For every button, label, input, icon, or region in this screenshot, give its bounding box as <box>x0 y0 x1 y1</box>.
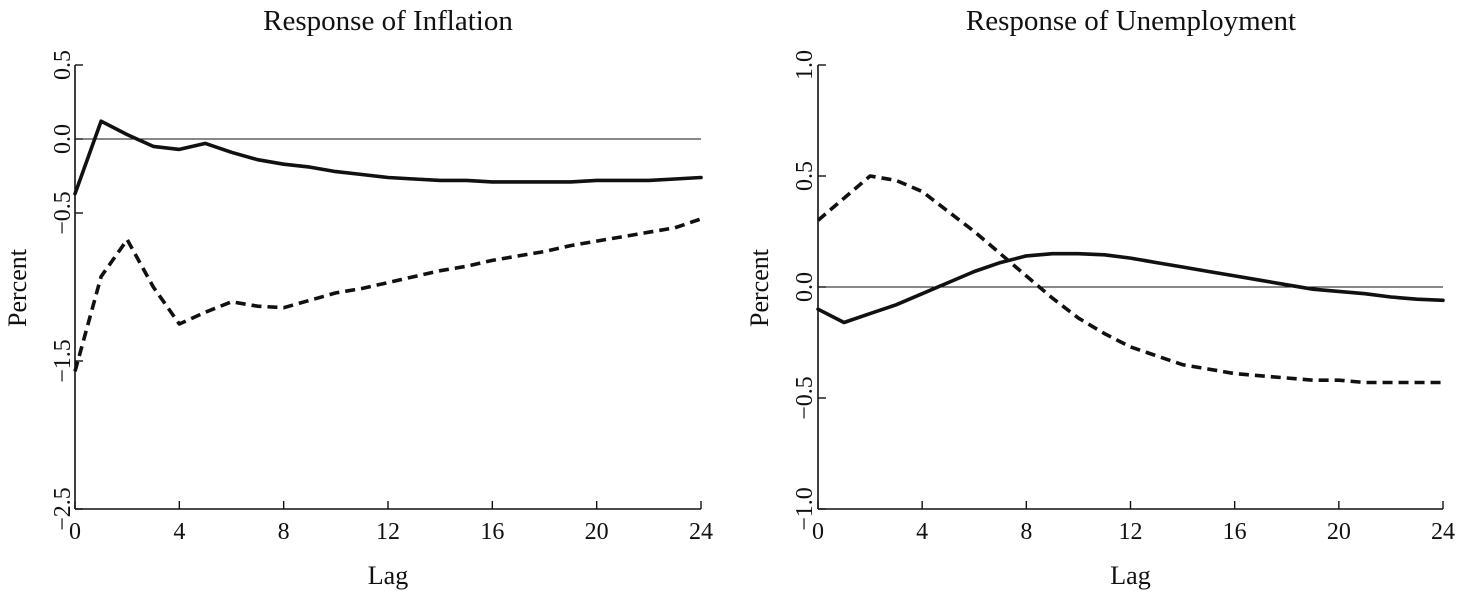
y-tick-label: −1.5 <box>50 339 76 383</box>
y-tick-label: −1.0 <box>792 487 818 531</box>
x-tick-label: 0 <box>812 519 824 545</box>
y-tick-label: −0.5 <box>50 191 76 235</box>
y-axis-title: Percent <box>3 248 32 327</box>
x-axis-title: Lag <box>368 561 408 590</box>
solid-response-line <box>816 251 1445 325</box>
x-tick-label: 24 <box>1431 519 1455 545</box>
x-tick-label: 12 <box>1119 519 1143 545</box>
x-tick-label: 8 <box>1020 519 1032 545</box>
y-tick-label: 1.0 <box>792 50 818 80</box>
chart-title: Response of Unemployment <box>966 5 1296 37</box>
x-tick-label: 0 <box>69 519 81 545</box>
y-tick-label: −0.5 <box>792 376 818 420</box>
x-tick-label: 20 <box>585 519 609 545</box>
x-axis-title: Lag <box>1110 561 1150 590</box>
y-axis-title: Percent <box>745 248 774 327</box>
y-tick-label: 0.5 <box>792 161 818 191</box>
dashed-response-line <box>816 174 1443 385</box>
chart-title: Response of Inflation <box>263 5 513 37</box>
x-tick-label: 24 <box>689 519 713 545</box>
y-tick-label: 0.0 <box>50 124 76 154</box>
x-tick-label: 20 <box>1327 519 1351 545</box>
y-tick-label: 0.5 <box>50 50 76 80</box>
unemployment-response-panel: Response of Unemployment −1.0 −0.5 0.0 0.5 1.… <box>745 5 1455 590</box>
x-tick-label: 4 <box>916 519 928 545</box>
x-tick-label: 12 <box>376 519 400 545</box>
dashed-response-line <box>73 217 702 372</box>
solid-response-line <box>73 119 703 196</box>
inflation-response-panel: Response of Inflation −2.5 −1.5 −0.5 0.0 0.5 0… <box>3 5 713 590</box>
x-tick-label: 8 <box>278 519 290 545</box>
y-tick-label: −2.5 <box>50 487 76 531</box>
y-tick-label: 0.0 <box>792 272 818 302</box>
x-tick-label: 4 <box>173 519 185 545</box>
x-tick-label: 16 <box>480 519 504 545</box>
x-tick-label: 16 <box>1223 519 1247 545</box>
